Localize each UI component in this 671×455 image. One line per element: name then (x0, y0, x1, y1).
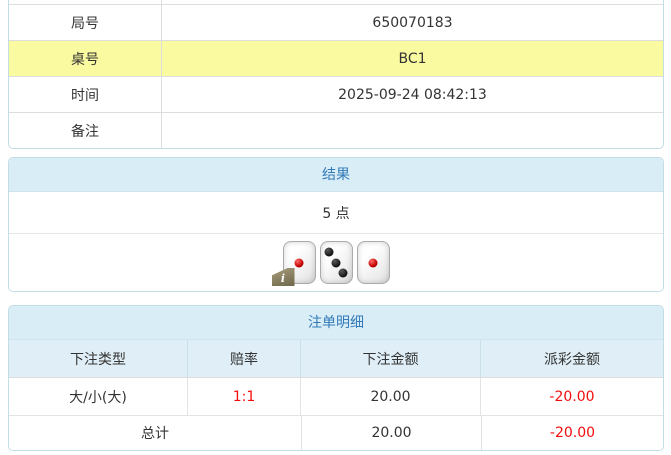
round-id-label: 局号 (9, 5, 162, 40)
time-value: 2025-09-24 08:42:13 (338, 86, 487, 103)
info-badge-icon[interactable]: i (271, 268, 295, 286)
remark-label: 备注 (9, 113, 162, 148)
result-panel-title: 结果 (9, 158, 663, 192)
die-1-icon: i (271, 241, 316, 286)
table-row-round-id: 局号 650070183 (9, 4, 663, 40)
table-row-table-id: 桌号 BC1 (9, 40, 663, 76)
clipped-label-cell (9, 0, 162, 4)
total-label: 总计 (9, 416, 302, 450)
bet-row: 大/小(大) 1:1 20.00 -20.00 (9, 378, 663, 416)
round-id-value: 650070183 (372, 14, 453, 31)
die-pip (331, 258, 341, 267)
total-payout: -20.00 (549, 425, 596, 441)
total-row: 总计 20.00 -20.00 (9, 416, 663, 450)
result-panel: 结果 5 点 i (8, 157, 664, 292)
die-pip (294, 258, 304, 267)
col-odds: 赔率 (188, 340, 301, 377)
game-info-table: 局号 650070183 桌号 BC1 时间 2025-09-24 08:42:… (8, 0, 664, 149)
table-row-clipped (9, 0, 663, 4)
total-bet-amount: 20.00 (302, 416, 482, 450)
table-row-time: 时间 2025-09-24 08:42:13 (9, 76, 663, 112)
col-payout: 派彩金额 (544, 351, 600, 368)
clipped-value-cell (162, 0, 663, 4)
result-summary: 5 点 (9, 192, 663, 234)
table-id-value: BC1 (398, 50, 427, 67)
col-bet-amount: 下注金额 (301, 340, 481, 377)
col-bet-type: 下注类型 (9, 340, 188, 377)
die-pip (324, 247, 334, 257)
bet-amount-value: 20.00 (301, 378, 481, 415)
odds-value: 1:1 (188, 378, 301, 415)
die-pip (338, 268, 348, 278)
remark-value (162, 113, 663, 148)
table-id-label: 桌号 (9, 41, 162, 76)
die-pip (368, 258, 378, 267)
table-row-remark: 备注 (9, 112, 663, 148)
time-label: 时间 (9, 77, 162, 112)
bet-type-value: 大/小(大) (9, 378, 188, 415)
bets-header-row: 下注类型 赔率 下注金额 派彩金额 (9, 340, 663, 378)
bets-panel-title: 注单明细 (9, 306, 663, 340)
dice-row: i (9, 234, 663, 291)
bets-panel: 注单明细 下注类型 赔率 下注金额 派彩金额 大/小(大) 1:1 20.00 … (8, 305, 664, 451)
payout-value: -20.00 (549, 388, 595, 405)
die-1-icon (356, 241, 390, 284)
die-3-icon (319, 241, 353, 284)
